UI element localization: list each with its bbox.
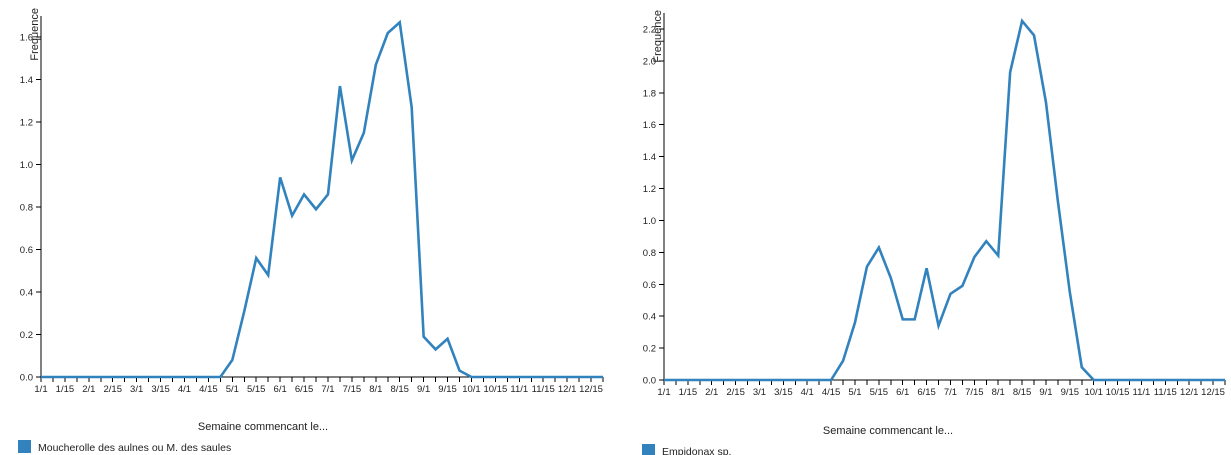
y-tick-label: 1.0 [20,160,33,171]
series-line [41,19,603,379]
chart-moucherolle: 0.0 0.2 0.4 0.6 0.8 1.0 1.2 1.4 1.6 1/1 1/15 2/1 2/1… [18,8,604,454]
y-tick-label: 1.6 [20,33,33,44]
x-tick-label: 1/1 [34,384,47,395]
x-tick-label: 9/15 [438,384,457,395]
x-tick-label: 2/15 [103,384,122,395]
y-tick-label: 1.4 [20,75,33,86]
y-tick-label: 1.2 [20,118,33,129]
x-tick-label: 1/15 [56,384,75,395]
x-tick-label: 11/1 [1133,387,1151,398]
legend-label: Empidonax sp. [662,446,731,455]
x-tick-label: 1/1 [657,387,670,398]
x-tick-label: 3/15 [774,387,793,398]
y-tick-label: 2.0 [643,56,656,67]
x-tick-label: 11/15 [1154,387,1177,398]
x-tick-label: 12/1 [558,384,577,395]
y-tick-label: 1.2 [643,184,656,195]
y-tick-label: 0.6 [20,245,33,256]
x-tick-label: 2/15 [726,387,745,398]
x-tick-label: 10/1 [1084,387,1103,398]
x-tick-label: 6/15 [917,387,936,398]
y-tick-label: 0.8 [643,248,656,259]
x-tick-label: 6/15 [295,384,314,395]
x-tick-label: 6/1 [896,387,909,398]
x-tick-label: 7/1 [944,387,957,398]
y-tick-label: 2.2 [643,24,656,35]
y-tick-label: 0.0 [643,376,656,387]
series-line [664,18,1225,382]
x-tick-label: 12/15 [579,384,603,395]
x-tick-label: 9/15 [1061,387,1080,398]
y-tick-label: 0.4 [20,288,33,299]
x-tick-label: 9/1 [417,384,430,395]
x-tick-label: 4/1 [178,384,191,395]
x-tick-label: 7/1 [321,384,334,395]
x-tick-label: 7/15 [343,384,362,395]
legend-swatch [642,444,655,455]
y-tick-label: 0.6 [643,280,656,291]
x-tick-label: 8/1 [369,384,382,395]
y-tick-label: 1.4 [643,152,656,163]
legend-label: Moucherolle des aulnes ou M. des saules [38,442,231,454]
x-tick-label: 8/15 [1013,387,1032,398]
x-tick-label: 2/1 [705,387,718,398]
x-tick-label: 10/15 [1106,387,1130,398]
x-tick-label: 10/1 [462,384,481,395]
y-tick-label: 1.8 [643,88,656,99]
x-tick-label: 8/15 [390,384,409,395]
y-tick-label: 1.6 [643,120,656,131]
x-tick-label: 5/15 [247,384,266,395]
x-tick-label: 3/1 [753,387,766,398]
y-axis-title: Frequence [652,10,664,63]
y-tick-label: 0.2 [20,330,33,341]
legend-swatch [18,440,31,453]
x-tick-label: 12/1 [1180,387,1199,398]
y-tick-label: 0.8 [20,203,33,214]
x-tick-label: 4/15 [822,387,841,398]
x-tick-label: 4/15 [199,384,218,395]
x-tick-label: 10/15 [483,384,507,395]
x-tick-label: 9/1 [1039,387,1052,398]
y-tick-label: 1.0 [643,216,656,227]
x-tick-label: 4/1 [801,387,814,398]
x-tick-label: 3/1 [130,384,143,395]
x-tick-label: 11/1 [510,384,528,395]
x-tick-label: 2/1 [82,384,95,395]
x-axis-title: Semaine commencant le... [198,421,328,433]
x-tick-label: 5/15 [870,387,889,398]
chart-empidonax: 0.0 0.2 0.4 0.6 0.8 1.0 1.2 1.4 1.6 1.8 2.0 2.2 1/1 1… [642,10,1226,455]
x-tick-label: 1/15 [679,387,698,398]
x-tick-label: 6/1 [274,384,287,395]
x-tick-label: 5/1 [226,384,239,395]
y-axis-title: Frequence [29,8,41,61]
y-tick-label: 0.2 [643,344,656,355]
y-tick-label: 0.0 [20,373,33,384]
y-tick-label: 0.4 [643,312,656,323]
x-tick-label: 12/15 [1201,387,1225,398]
x-tick-label: 3/15 [151,384,170,395]
x-axis-title: Semaine commencant le... [823,425,953,437]
x-tick-label: 11/15 [532,384,555,395]
x-tick-label: 7/15 [965,387,984,398]
x-tick-label: 8/1 [992,387,1005,398]
x-tick-label: 5/1 [848,387,861,398]
